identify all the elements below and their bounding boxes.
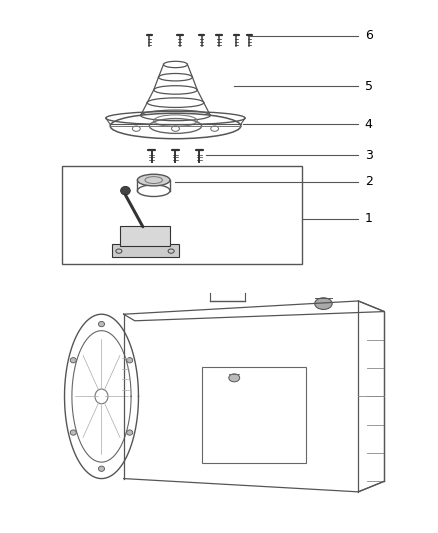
FancyBboxPatch shape — [112, 244, 179, 257]
Ellipse shape — [315, 298, 332, 310]
Ellipse shape — [120, 187, 130, 195]
Text: 6: 6 — [365, 29, 373, 42]
Ellipse shape — [99, 466, 105, 471]
Text: 5: 5 — [365, 80, 373, 93]
FancyBboxPatch shape — [120, 225, 170, 246]
Bar — [201, 367, 306, 463]
Text: 4: 4 — [365, 118, 373, 131]
Ellipse shape — [70, 358, 76, 363]
Ellipse shape — [99, 321, 105, 327]
Ellipse shape — [127, 358, 133, 363]
Bar — [62, 166, 302, 264]
Text: 2: 2 — [365, 175, 373, 188]
Ellipse shape — [229, 374, 240, 382]
Ellipse shape — [127, 430, 133, 435]
Ellipse shape — [70, 430, 76, 435]
Text: 1: 1 — [365, 212, 373, 225]
Ellipse shape — [138, 174, 170, 186]
Text: 3: 3 — [365, 149, 373, 161]
